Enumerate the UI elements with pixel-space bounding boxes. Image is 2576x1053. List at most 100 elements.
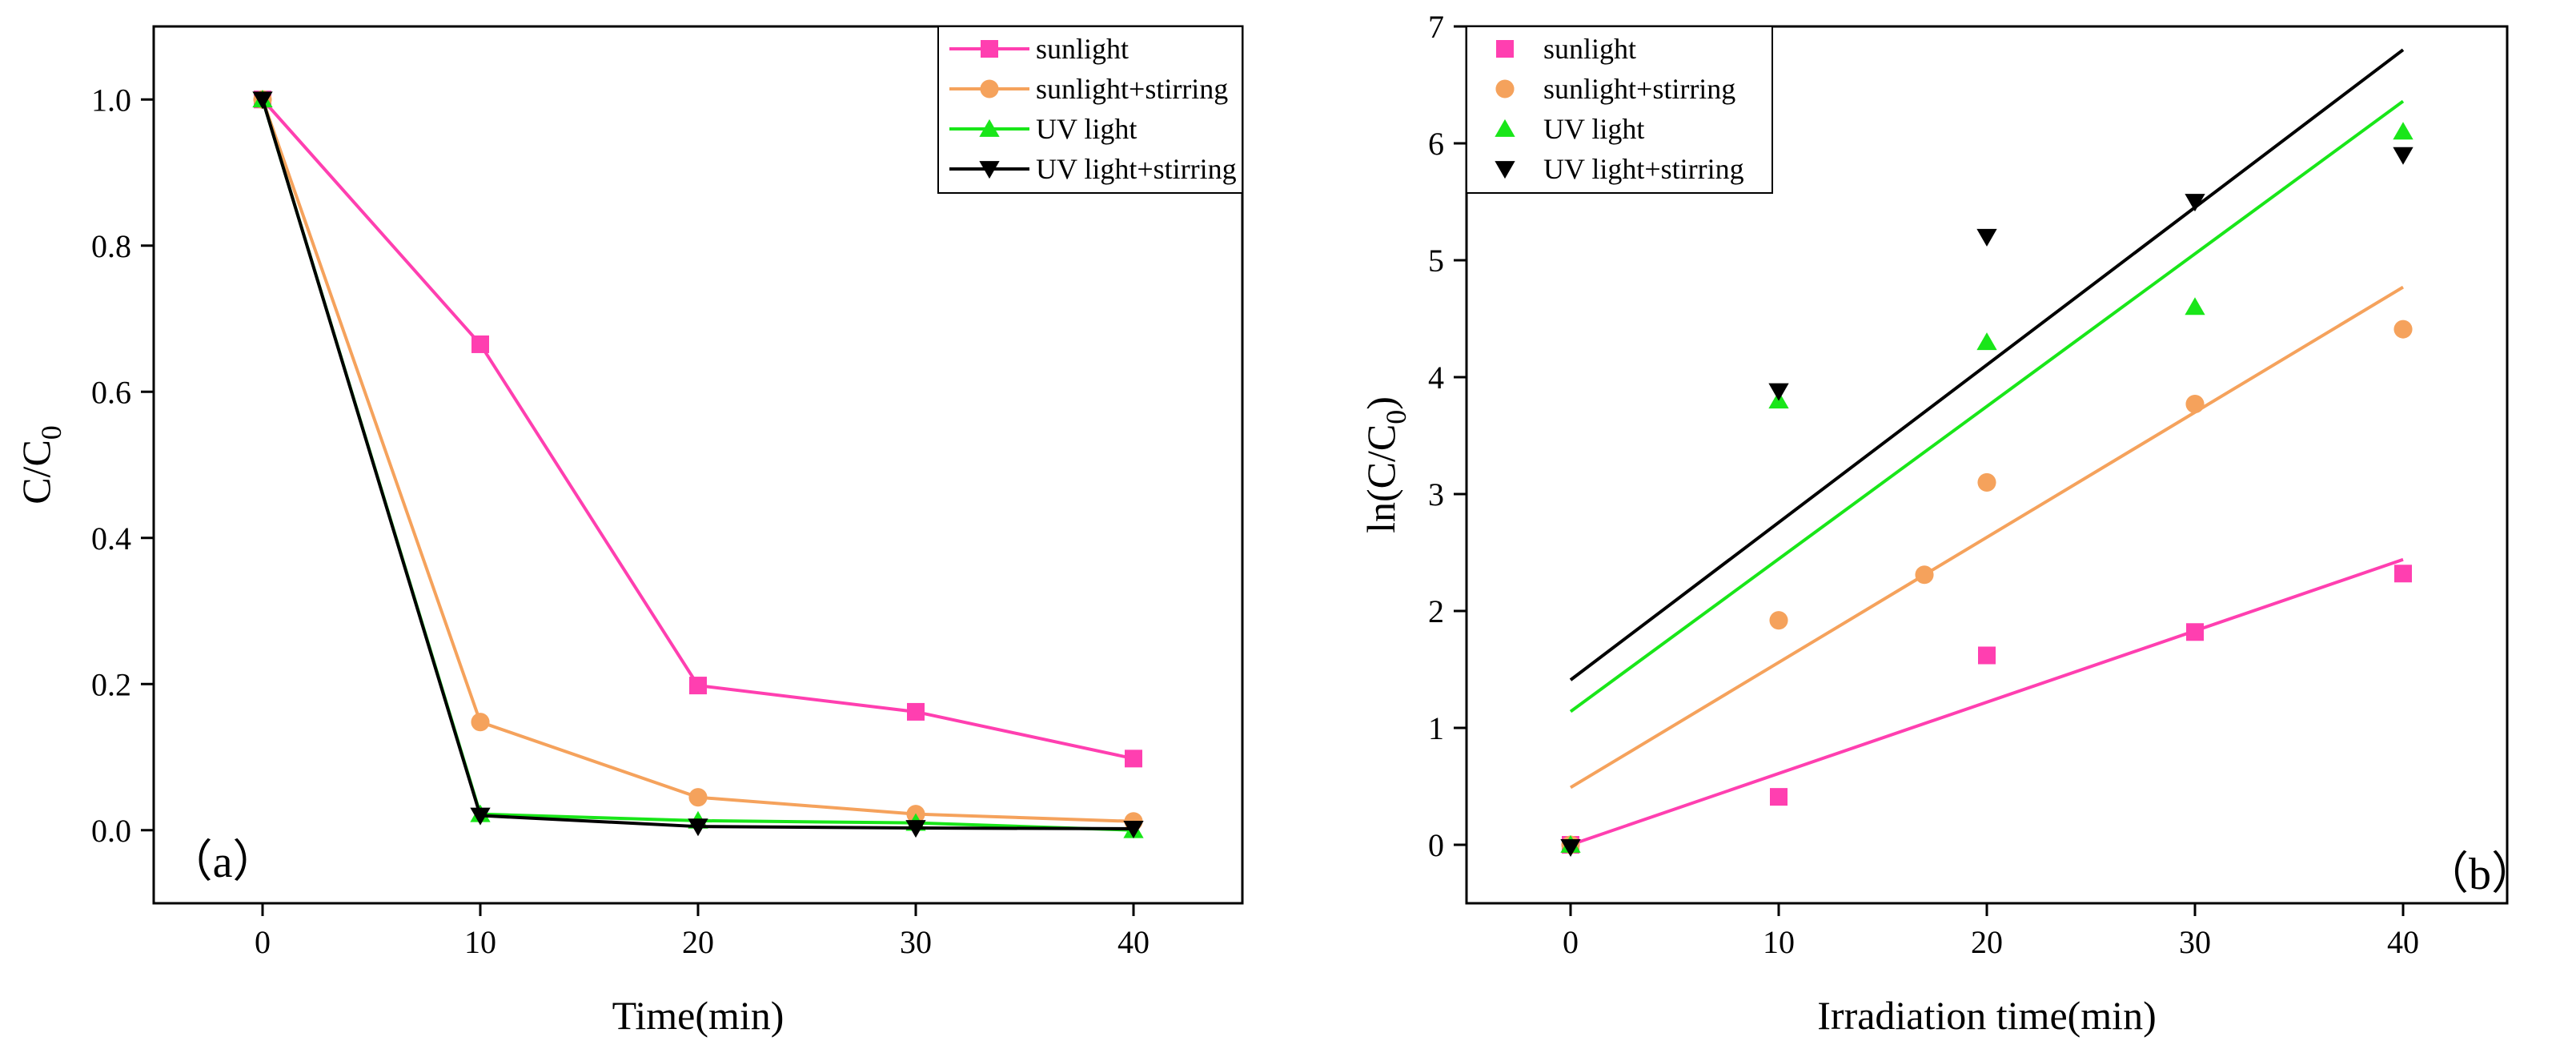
series-line <box>261 98 1134 823</box>
data-point <box>471 713 490 732</box>
series-line <box>261 98 1134 761</box>
series-uv-light-plus-stirring <box>1560 48 2413 858</box>
data-point <box>471 335 489 353</box>
legend-label: sunlight <box>1543 33 1636 65</box>
data-point <box>907 702 925 721</box>
data-point <box>1978 646 1996 665</box>
legend-label: UV light+stirring <box>1036 153 1237 185</box>
fit-line <box>1569 285 2405 790</box>
y-axis-title: ln(C/C0) <box>1358 396 1412 533</box>
x-tick-label: 10 <box>1763 924 1795 960</box>
data-point <box>252 91 273 110</box>
series-uv-light <box>1560 99 2413 853</box>
legend-label: UV light+stirring <box>1543 153 1744 185</box>
data-point <box>688 818 708 837</box>
y-axis-title-main: C/C <box>14 440 58 504</box>
data-point <box>1768 383 1789 401</box>
y-tick-label: 0.0 <box>91 813 131 849</box>
x-tick-label: 30 <box>900 924 932 960</box>
x-tick-label: 20 <box>1971 924 2003 960</box>
legend-label: sunlight+stirring <box>1036 73 1228 105</box>
data-point <box>2393 320 2413 339</box>
legend-label: UV light <box>1036 113 1137 145</box>
panel-label: （a） <box>168 838 278 887</box>
data-point <box>1770 788 1788 806</box>
fit-line <box>1570 557 2404 846</box>
y-tick-label: 4 <box>1428 360 1444 396</box>
data-point <box>1123 821 1144 839</box>
legend-label: sunlight <box>1036 33 1129 65</box>
y-axis-title-suffix: ) <box>1358 396 1403 410</box>
data-point <box>689 677 707 695</box>
series-sunlight <box>1562 557 2412 854</box>
y-tick-label: 7 <box>1428 9 1444 45</box>
data-point <box>2393 147 2413 165</box>
y-tick-label: 0 <box>1428 827 1444 863</box>
series-line <box>261 98 1134 830</box>
y-axis-title-subscript: 0 <box>35 425 67 440</box>
x-tick-label: 0 <box>255 924 271 960</box>
panel-label: （b） <box>2424 850 2536 899</box>
x-tick-label: 40 <box>1117 924 1150 960</box>
fit-line <box>1569 48 2405 681</box>
legend-marker <box>1495 119 1515 137</box>
y-tick-label: 1.0 <box>91 82 131 118</box>
legend-marker <box>981 40 998 58</box>
series-uv-light-plus-stirring <box>252 91 1144 839</box>
data-point <box>2185 297 2205 315</box>
data-point <box>470 807 491 826</box>
chart-panel-a: 0 10 20 30 400.00.20.40.60.81.0Time(min)C/C0… <box>14 25 1244 1038</box>
y-tick-label: 0.6 <box>91 374 131 410</box>
y-axis-title-main: ln(C/C <box>1358 424 1403 533</box>
legend-box <box>1466 26 1773 194</box>
y-tick-label: 5 <box>1428 243 1444 279</box>
chart-panel-b: 0 10 20 30 40 0 1 2 3 4 5 6 7 Irradiation time(min) ln… <box>1358 9 2536 1038</box>
data-point <box>1560 839 1581 858</box>
data-point <box>2394 565 2412 583</box>
y-tick-label: 0.4 <box>91 520 131 557</box>
legend-marker <box>1495 161 1515 179</box>
legend-marker <box>980 79 999 98</box>
series-sunlight-plus-stirring <box>1561 285 2413 854</box>
data-point <box>1976 228 1997 247</box>
y-axis-title-subscript: 0 <box>1380 410 1412 424</box>
y-tick-label: 1 <box>1428 710 1444 746</box>
y-axis-title: C/C0 <box>14 425 67 504</box>
x-axis-title: Time(min) <box>612 993 784 1038</box>
data-point <box>1769 611 1788 630</box>
data-point <box>2185 194 2205 212</box>
data-point <box>688 788 708 807</box>
x-axis-title: Irradiation time(min) <box>1817 993 2156 1038</box>
y-tick-label: 2 <box>1428 593 1444 629</box>
x-tick-label: 0 <box>1563 924 1579 960</box>
data-point <box>905 820 926 838</box>
legend-marker <box>979 119 1000 137</box>
y-tick-label: 3 <box>1428 476 1444 512</box>
data-point <box>1915 565 1934 585</box>
data-point <box>1976 332 1997 351</box>
series-uv-light <box>252 90 1144 838</box>
x-tick-label: 30 <box>2179 924 2211 960</box>
data-point <box>2186 623 2204 641</box>
legend: sunlight sunlight+stirring UV light UV ligh… <box>937 26 1243 194</box>
data-point <box>2393 122 2413 140</box>
x-tick-label: 10 <box>464 924 496 960</box>
series-line <box>261 98 1134 832</box>
x-tick-label: 40 <box>2387 924 2419 960</box>
legend-marker <box>1496 40 1514 58</box>
fit-line <box>1569 99 2405 713</box>
data-point <box>1125 750 1142 768</box>
data-point <box>2185 395 2205 414</box>
y-tick-label: 0.8 <box>91 228 131 264</box>
y-tick-label: 0.2 <box>91 666 131 702</box>
series-sunlight-plus-stirring <box>253 90 1143 831</box>
legend: sunlight sunlight+stirring UV light UV ligh… <box>1466 26 1773 194</box>
y-tick-label: 6 <box>1428 126 1444 162</box>
legend-label: UV light <box>1543 113 1644 145</box>
x-tick-label: 20 <box>682 924 714 960</box>
legend-marker <box>1495 79 1515 98</box>
data-point <box>1977 472 1996 492</box>
legend-label: sunlight+stirring <box>1543 73 1735 105</box>
legend-marker <box>979 161 1000 179</box>
